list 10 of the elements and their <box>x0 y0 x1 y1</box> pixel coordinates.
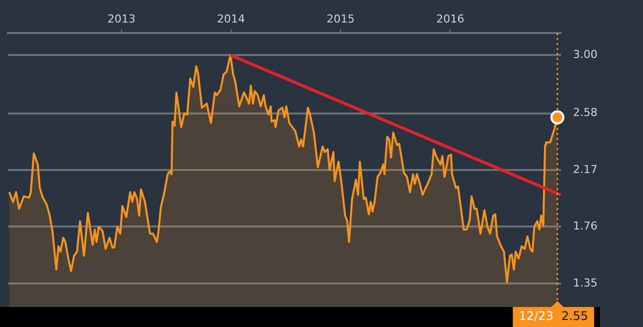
y-tick-label: 1.76 <box>573 220 598 233</box>
x-tick-label: 2015 <box>326 12 355 26</box>
x-tick-label: 2016 <box>436 12 464 26</box>
y-tick-label: 2.17 <box>573 162 598 176</box>
x-tick-label: 2014 <box>217 12 246 26</box>
ref-line-label: 12/23 2.55 <box>518 309 588 324</box>
y-tick-label: 3.00 <box>573 48 598 61</box>
y-tick-label: 1.35 <box>573 276 598 290</box>
x-tick-label: 2013 <box>107 12 136 26</box>
y-tick-label: 2.58 <box>573 106 598 120</box>
